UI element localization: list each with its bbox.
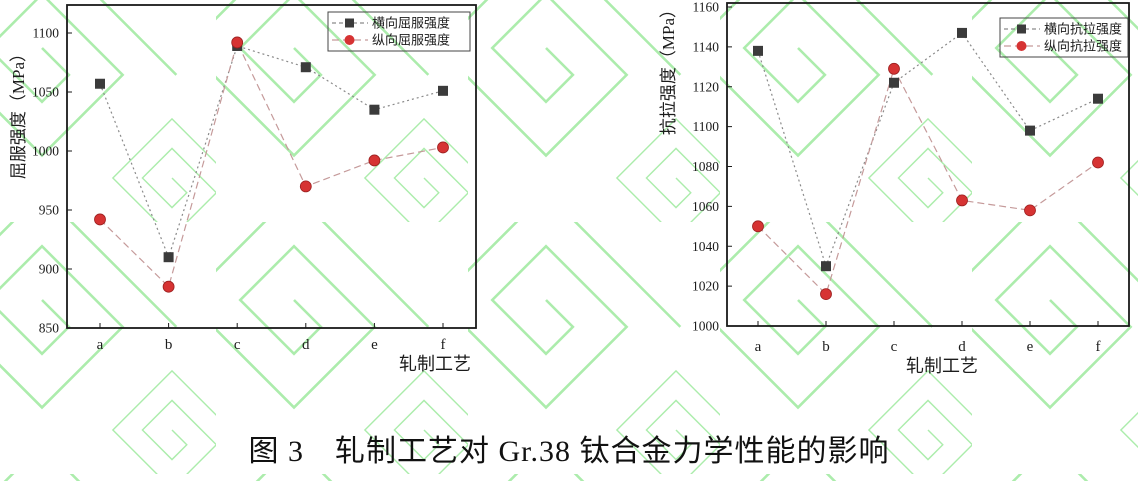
legend-marker-square: [345, 18, 354, 28]
y-tick-label: 1050: [32, 85, 59, 100]
x-axis-title: 轧制工艺: [399, 354, 471, 374]
legend-marker-square: [1017, 24, 1026, 34]
data-point-square: [753, 45, 763, 56]
y-tick-label: 900: [39, 262, 60, 277]
y-tick-label: 1040: [692, 239, 719, 254]
x-tick-label: e: [1027, 339, 1034, 355]
yield-strength-chart: 850 900 950 1000 1050 1100 a b c d e f 屈服强度（MPa） 轧制工艺…: [9, 4, 477, 374]
data-point-square: [95, 78, 105, 89]
data-point-circle: [888, 62, 900, 75]
data-point-square: [821, 261, 831, 272]
y-axis-title: 屈服强度（MPa）: [9, 45, 28, 179]
y-axis-title: 抗拉强度（MPa）: [659, 1, 678, 135]
x-tick-label: c: [234, 337, 241, 353]
charts-svg: 850 900 950 1000 1050 1100 a b c d e f 屈服强度（MPa） 轧制工艺…: [9, 0, 1130, 376]
y-tick-label: 1080: [692, 159, 719, 174]
series-line: [757, 32, 1099, 269]
data-point-square: [300, 62, 311, 73]
y-tick-label: 1100: [693, 119, 720, 134]
legend-label: 横向屈服强度: [372, 16, 450, 31]
legend-label: 纵向抗拉强度: [1044, 39, 1122, 54]
data-point-circle: [437, 141, 449, 154]
data-point-circle: [752, 220, 764, 233]
data-point-square: [163, 252, 174, 263]
series-line: [99, 40, 444, 288]
y-tick-label: 1140: [693, 39, 720, 54]
axis-frame: [66, 4, 477, 329]
x-tick-label: b: [822, 339, 830, 355]
data-point-circle: [368, 154, 381, 167]
legend-label: 纵向屈服强度: [372, 33, 450, 48]
x-axis-title: 轧制工艺: [906, 356, 978, 376]
x-tick-label: c: [891, 339, 898, 355]
y-tick-label: 1120: [693, 79, 720, 94]
data-point-circle: [299, 180, 312, 193]
y-tick-label: 1060: [692, 199, 719, 214]
legend-label: 横向抗拉强度: [1044, 22, 1122, 37]
series-line: [757, 67, 1099, 296]
tensile-strength-chart: 1000 1020 1040 1060 1080 1100 1120 1140 1160 a b c d…: [659, 0, 1130, 376]
figure-caption: 图 3 轧制工艺对 Gr.38 钛合金力学性能的影响: [248, 435, 890, 468]
x-tick-label: f: [441, 337, 446, 353]
y-tick-label: 1000: [32, 144, 59, 159]
x-tick-label: d: [302, 337, 310, 353]
series-line: [99, 45, 444, 259]
y-tick-label: 850: [39, 321, 60, 336]
x-tick-label: d: [958, 339, 966, 355]
data-point-circle: [1092, 156, 1104, 169]
legend-marker-circle: [344, 35, 355, 45]
data-point-square: [438, 85, 448, 96]
y-tick-label: 1000: [692, 319, 719, 334]
x-tick-label: f: [1096, 339, 1101, 355]
x-tick-label: e: [371, 337, 378, 353]
x-tick-label: a: [755, 339, 762, 355]
data-point-square: [1025, 125, 1035, 136]
data-point-square: [957, 27, 967, 38]
data-point-circle: [1024, 204, 1036, 217]
y-tick-label: 950: [39, 203, 60, 218]
data-point-circle: [231, 36, 244, 49]
data-point-circle: [820, 288, 832, 301]
data-point-square: [1093, 93, 1103, 104]
y-tick-label: 1160: [693, 0, 720, 15]
x-tick-label: b: [165, 337, 173, 353]
legend-marker-circle: [1016, 41, 1027, 51]
data-point-circle: [162, 280, 175, 293]
y-tick-label: 1100: [33, 26, 60, 41]
data-point-square: [889, 77, 899, 88]
data-point-circle: [956, 194, 968, 207]
y-tick-label: 1020: [692, 279, 719, 294]
data-point-square: [369, 104, 380, 115]
x-tick-label: a: [97, 337, 104, 353]
data-point-circle: [94, 213, 106, 226]
